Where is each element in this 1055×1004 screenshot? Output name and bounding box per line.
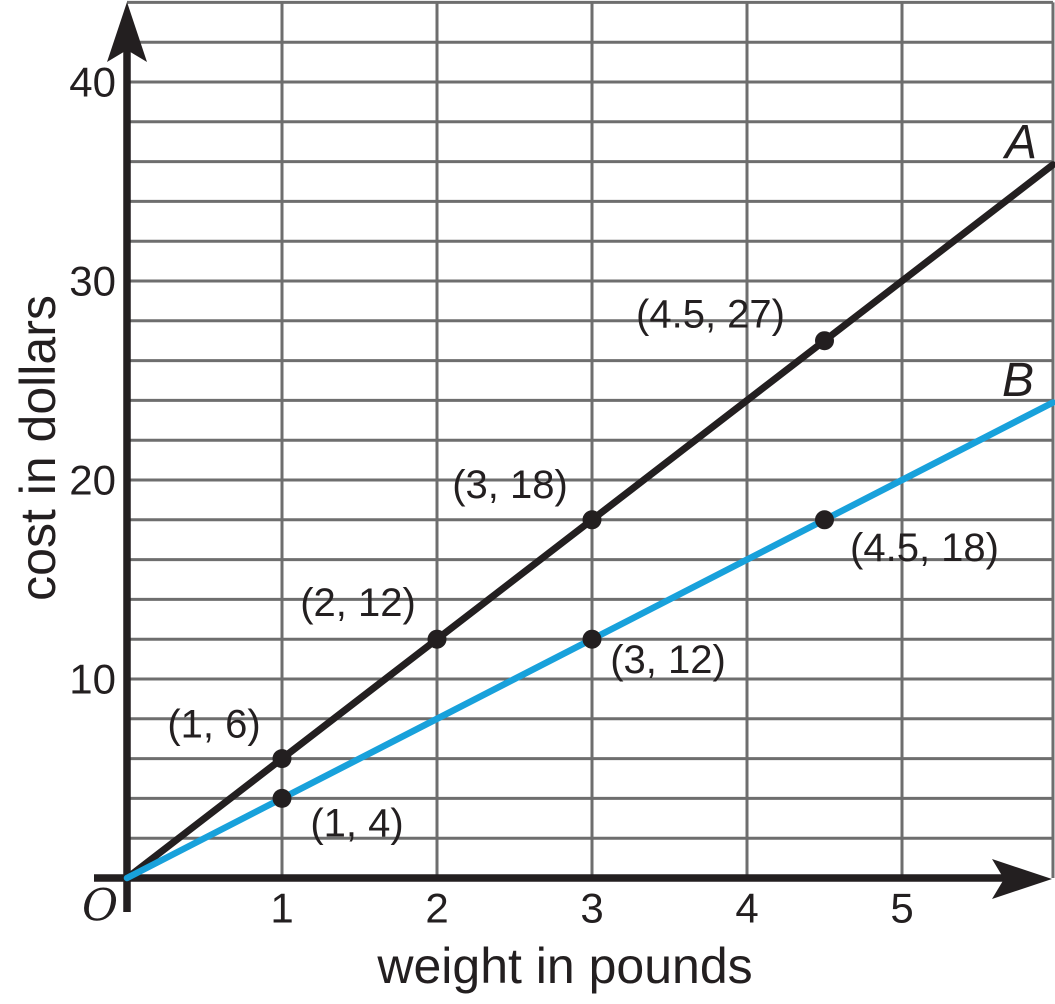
point-labels: (1, 6) (2, 12) (3, 18) (4.5, 27) (1, 4) (3, 1… [167, 293, 999, 846]
series-b-data-point [815, 510, 834, 530]
axes [94, 2, 1052, 912]
tick-labels: 1 2 3 4 5 10 20 30 40 [69, 59, 913, 932]
series-a-data-point [272, 749, 292, 769]
y-tick-label: 10 [69, 656, 116, 703]
series-b-data-point [582, 629, 602, 649]
x-axis-arrowhead-icon [992, 859, 1052, 899]
series-a-point-label: (3, 18) [452, 463, 568, 507]
series-a-name-label: A [1002, 116, 1037, 169]
y-axis-title: cost in dollars [10, 295, 66, 601]
series-a-data-point [582, 510, 602, 530]
series-a-data-point [815, 331, 834, 351]
series-a-point-label: (4.5, 27) [636, 293, 785, 337]
x-tick-label: 2 [425, 885, 448, 932]
series-b-data-point [272, 788, 292, 808]
x-axis-title: weight in pounds [376, 938, 752, 994]
origin-label: O [82, 881, 118, 932]
grid-lines [127, 0, 1055, 878]
series-a-point-label: (2, 12) [300, 581, 416, 625]
data-points [272, 331, 834, 808]
y-tick-label: 30 [69, 258, 116, 305]
series-b-point-label: (3, 12) [610, 638, 726, 682]
series-a-data-point [427, 629, 447, 649]
series-b-point-label: (1, 4) [310, 801, 403, 845]
series-a-point-label: (1, 6) [167, 703, 260, 747]
x-tick-label: 1 [270, 885, 293, 932]
x-tick-label: 3 [580, 885, 603, 932]
y-axis-arrowhead-icon [107, 2, 147, 62]
series-b-point-label: (4.5, 18) [850, 526, 999, 570]
x-tick-label: 5 [890, 885, 913, 932]
y-tick-label: 20 [69, 457, 116, 504]
series-b-name-label: B [1002, 354, 1034, 407]
series-name-labels: AB [1002, 116, 1037, 407]
x-tick-label: 4 [735, 885, 758, 932]
y-tick-label: 40 [69, 59, 116, 106]
